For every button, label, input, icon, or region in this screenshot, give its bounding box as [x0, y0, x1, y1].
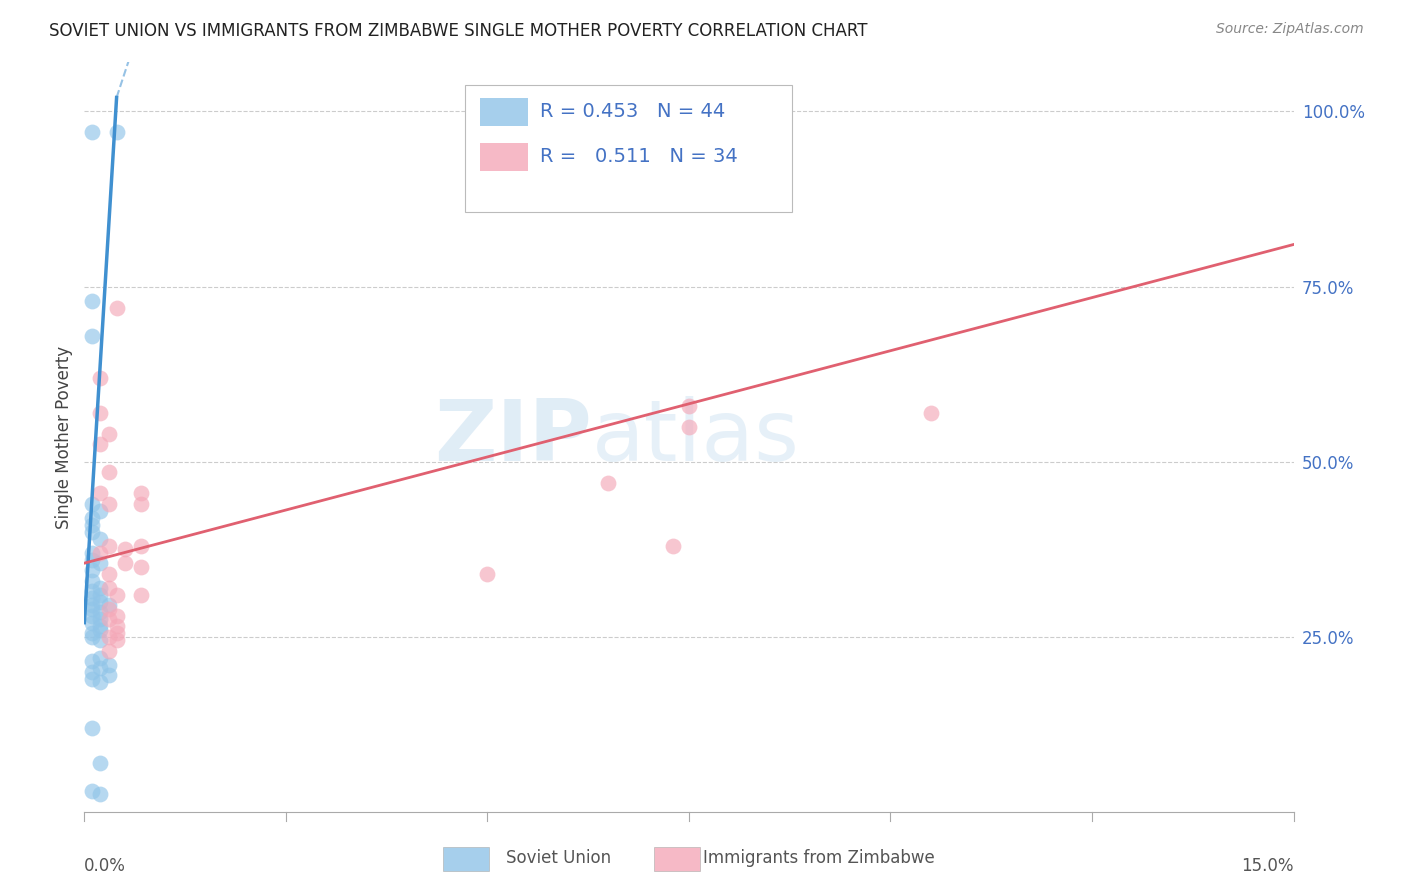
Point	[89, 556, 111, 570]
Point	[89, 406, 111, 420]
Point	[82, 497, 104, 511]
Point	[97, 465, 120, 479]
Point	[89, 756, 111, 770]
Point	[82, 601, 104, 615]
Point	[678, 419, 700, 434]
FancyBboxPatch shape	[465, 85, 792, 212]
Point	[129, 486, 152, 500]
Point	[105, 126, 128, 140]
Point	[82, 546, 104, 560]
Point	[105, 633, 128, 648]
Point	[477, 566, 499, 581]
Point	[89, 532, 111, 546]
Text: ZIP: ZIP	[434, 395, 592, 479]
Point	[97, 497, 120, 511]
Point	[82, 783, 104, 797]
Point	[82, 517, 104, 532]
Point	[82, 608, 104, 623]
Point	[129, 588, 152, 602]
Point	[97, 657, 120, 672]
Point	[89, 486, 111, 500]
Point	[89, 787, 111, 801]
FancyBboxPatch shape	[479, 143, 529, 171]
Text: 15.0%: 15.0%	[1241, 856, 1294, 875]
Point	[89, 594, 111, 608]
Point	[82, 293, 104, 308]
Point	[129, 559, 152, 574]
Point	[105, 619, 128, 633]
Point	[82, 654, 104, 668]
Point	[82, 630, 104, 644]
Text: Source: ZipAtlas.com: Source: ZipAtlas.com	[1216, 22, 1364, 37]
Text: 0.0%: 0.0%	[84, 856, 127, 875]
Point	[82, 721, 104, 735]
Point	[82, 591, 104, 606]
Point	[105, 301, 128, 315]
Point	[89, 605, 111, 619]
Point	[82, 626, 104, 640]
Point	[598, 475, 620, 490]
Text: atlas: atlas	[592, 395, 800, 479]
Point	[89, 633, 111, 648]
Point	[82, 328, 104, 343]
Point	[114, 542, 136, 557]
Point	[105, 626, 128, 640]
Point	[82, 598, 104, 612]
Point	[89, 581, 111, 595]
Point	[97, 426, 120, 441]
Point	[97, 566, 120, 581]
Point	[89, 588, 111, 602]
Point	[82, 126, 104, 140]
Point	[97, 601, 120, 615]
Point	[82, 574, 104, 588]
Point	[97, 630, 120, 644]
Y-axis label: Single Mother Poverty: Single Mother Poverty	[55, 345, 73, 529]
Point	[89, 437, 111, 451]
Text: SOVIET UNION VS IMMIGRANTS FROM ZIMBABWE SINGLE MOTHER POVERTY CORRELATION CHART: SOVIET UNION VS IMMIGRANTS FROM ZIMBABWE…	[49, 22, 868, 40]
Point	[129, 497, 152, 511]
Point	[89, 612, 111, 626]
Point	[129, 539, 152, 553]
Point	[97, 643, 120, 657]
Point	[89, 675, 111, 690]
Point	[89, 619, 111, 633]
Point	[82, 584, 104, 599]
Point	[97, 598, 120, 612]
Point	[97, 612, 120, 626]
Point	[89, 661, 111, 675]
FancyBboxPatch shape	[479, 97, 529, 126]
Point	[97, 581, 120, 595]
Point	[89, 650, 111, 665]
Point	[97, 668, 120, 682]
Point	[678, 399, 700, 413]
Point	[662, 539, 685, 553]
Text: R = 0.453   N = 44: R = 0.453 N = 44	[540, 103, 725, 121]
Point	[114, 556, 136, 570]
Point	[89, 623, 111, 637]
Point	[89, 370, 111, 384]
Point	[89, 503, 111, 517]
Point	[105, 588, 128, 602]
Point	[89, 546, 111, 560]
Point	[82, 524, 104, 539]
Point	[82, 615, 104, 630]
Point	[105, 608, 128, 623]
Point	[97, 539, 120, 553]
Point	[82, 672, 104, 686]
Text: Soviet Union: Soviet Union	[506, 849, 612, 867]
Text: Immigrants from Zimbabwe: Immigrants from Zimbabwe	[703, 849, 935, 867]
Point	[82, 552, 104, 566]
Point	[82, 510, 104, 524]
Point	[82, 563, 104, 577]
Point	[82, 665, 104, 679]
Text: R =   0.511   N = 34: R = 0.511 N = 34	[540, 146, 738, 166]
Point	[920, 406, 942, 420]
